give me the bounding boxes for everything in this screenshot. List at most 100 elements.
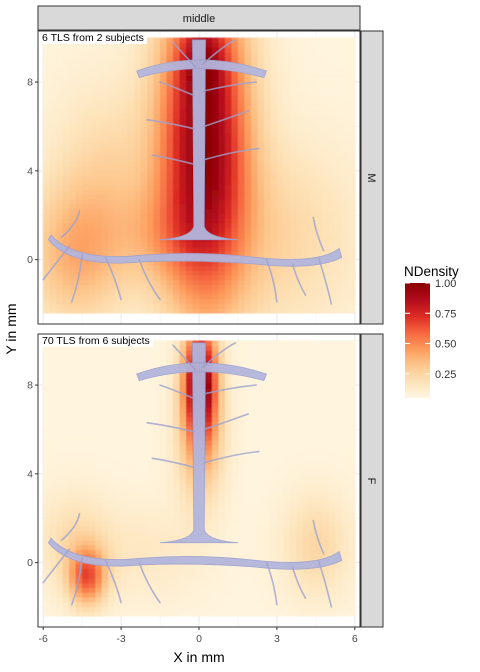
density-tile: [205, 449, 213, 456]
density-tile: [179, 246, 187, 252]
density-tile: [69, 132, 77, 138]
density-tile: [231, 506, 239, 513]
density-tile: [95, 293, 103, 300]
density-tile: [328, 142, 336, 148]
density-tile: [276, 592, 284, 598]
density-tile: [62, 236, 70, 243]
density-tile: [62, 502, 70, 508]
density-tile: [211, 94, 220, 100]
density-tile: [134, 289, 142, 295]
density-tile: [75, 217, 83, 224]
density-tile: [244, 535, 252, 541]
density-tile: [276, 596, 284, 603]
density-tile: [62, 402, 70, 408]
density-tile: [140, 511, 148, 517]
density-tile: [95, 554, 103, 560]
density-tile: [173, 350, 181, 356]
density-tile: [237, 51, 246, 58]
density-tile: [244, 345, 252, 351]
density-tile: [101, 156, 109, 162]
density-tile: [75, 478, 83, 484]
density-tile: [263, 464, 272, 470]
density-tile: [82, 284, 90, 290]
density-tile: [237, 298, 246, 305]
density-tile: [114, 189, 122, 195]
density-tile: [101, 289, 109, 295]
density-tile: [289, 47, 297, 53]
density-tile: [95, 397, 103, 403]
density-tile: [121, 506, 129, 513]
density-tile: [250, 236, 259, 243]
density-tile: [173, 217, 181, 224]
density-tile: [134, 369, 142, 375]
density-tile: [82, 142, 90, 148]
density-tile: [134, 80, 142, 86]
density-tile: [49, 411, 57, 418]
density-tile: [341, 118, 349, 124]
density-tile: [179, 449, 187, 456]
density-tile: [147, 468, 155, 475]
density-tile: [211, 222, 220, 229]
density-tile: [224, 430, 233, 437]
density-tile: [140, 435, 148, 441]
density-tile: [328, 222, 336, 229]
density-tile: [315, 156, 323, 162]
density-tile: [127, 359, 135, 365]
density-tile: [147, 151, 155, 157]
density-tile: [95, 241, 103, 248]
density-tile: [43, 113, 51, 119]
density-tile: [237, 449, 246, 456]
density-tile: [160, 525, 168, 532]
density-tile: [140, 430, 148, 437]
density-tile: [199, 601, 207, 608]
density-tile: [121, 492, 129, 498]
density-tile: [114, 378, 122, 384]
density-tile: [49, 416, 57, 422]
density-tile: [147, 606, 155, 612]
density-tile: [302, 293, 310, 300]
density-tile: [328, 80, 336, 86]
density-tile: [218, 142, 226, 148]
density-tile: [69, 506, 77, 513]
density-tile: [205, 568, 213, 574]
density-tile: [121, 397, 129, 403]
density-tile: [179, 544, 187, 551]
density-tile: [211, 577, 220, 584]
density-tile: [49, 558, 57, 565]
density-tile: [147, 487, 155, 494]
density-tile: [147, 298, 155, 305]
density-tile: [328, 66, 336, 72]
density-tile: [127, 354, 135, 361]
density-tile: [244, 502, 252, 508]
density-tile: [43, 265, 51, 271]
density-tile: [173, 51, 181, 58]
density-tile: [140, 497, 148, 503]
density-tile: [69, 241, 77, 248]
density-tile: [244, 137, 252, 143]
density-tile: [166, 137, 174, 143]
density-tile: [121, 194, 129, 200]
density-tile: [289, 80, 297, 86]
density-tile: [348, 123, 356, 129]
density-tile: [224, 108, 233, 115]
density-tile: [114, 577, 122, 584]
density-tile: [348, 127, 356, 134]
density-tile: [75, 402, 83, 408]
density-tile: [75, 303, 83, 309]
density-tile: [341, 37, 349, 44]
density-tile: [62, 189, 70, 195]
density-tile: [56, 175, 64, 181]
density-tile: [153, 180, 161, 186]
density-tile: [231, 478, 239, 484]
density-tile: [166, 222, 174, 229]
density-tile: [205, 80, 213, 86]
density-tile: [276, 611, 284, 617]
density-tile: [270, 142, 278, 148]
density-tile: [270, 104, 278, 110]
density-tile: [335, 142, 343, 148]
density-tile: [62, 94, 70, 100]
density-tile: [134, 592, 142, 598]
density-tile: [140, 468, 148, 475]
density-tile: [108, 511, 116, 517]
density-tile: [257, 511, 265, 517]
